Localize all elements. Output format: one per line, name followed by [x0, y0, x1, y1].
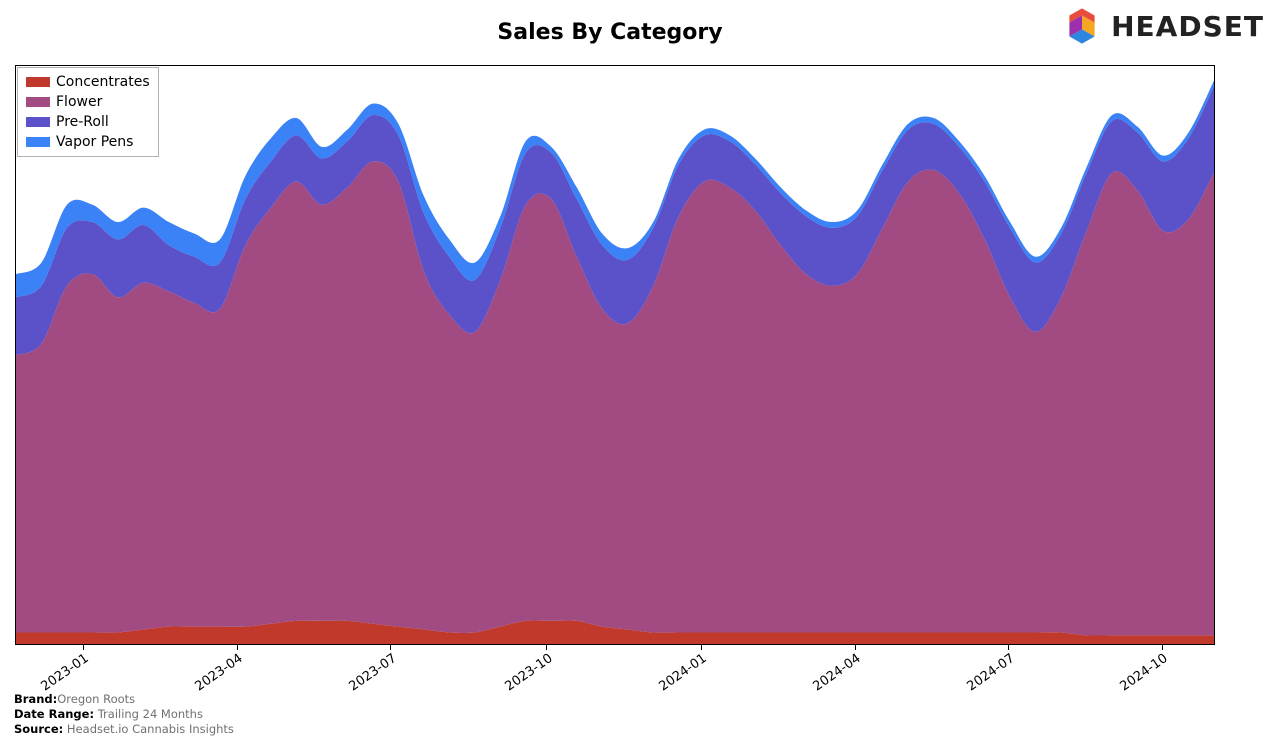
- headset-logo: HEADSET: [1061, 5, 1264, 47]
- meta-source: Source: Headset.io Cannabis Insights: [14, 722, 234, 737]
- logo-text: HEADSET: [1111, 10, 1264, 43]
- meta-source-value: Headset.io Cannabis Insights: [67, 722, 234, 736]
- legend-swatch: [26, 77, 50, 87]
- plot-area: [15, 65, 1215, 645]
- meta-brand-value: Oregon Roots: [57, 692, 135, 706]
- legend-item-flower: Flower: [26, 92, 150, 112]
- x-tick-label: 2024-07: [964, 651, 1017, 694]
- meta-block: Brand:Oregon Roots Date Range: Trailing …: [14, 692, 234, 737]
- x-tick-label: 2023-10: [502, 651, 555, 694]
- legend-label: Vapor Pens: [56, 132, 133, 152]
- legend-item-pre-roll: Pre-Roll: [26, 112, 150, 132]
- x-tick-mark: [390, 644, 391, 650]
- x-tick-mark: [855, 644, 856, 650]
- legend-label: Flower: [56, 92, 102, 112]
- meta-date-label: Date Range:: [14, 707, 94, 721]
- meta-source-label: Source:: [14, 722, 63, 736]
- chart-title: Sales By Category: [0, 20, 1220, 45]
- legend-label: Concentrates: [56, 72, 150, 92]
- x-tick-mark: [701, 644, 702, 650]
- meta-date: Date Range: Trailing 24 Months: [14, 707, 234, 722]
- meta-brand-label: Brand:: [14, 692, 57, 706]
- x-tick-label: 2024-01: [657, 651, 710, 694]
- chart-container: Sales By Category HEADSET ConcentratesFl…: [0, 0, 1276, 743]
- area-chart-svg: [16, 66, 1214, 644]
- legend-item-concentrates: Concentrates: [26, 72, 150, 92]
- legend-swatch: [26, 97, 50, 107]
- x-tick-mark: [1162, 644, 1163, 650]
- legend-label: Pre-Roll: [56, 112, 109, 132]
- legend-swatch: [26, 117, 50, 127]
- meta-brand: Brand:Oregon Roots: [14, 692, 234, 707]
- legend-swatch: [26, 137, 50, 147]
- x-tick-mark: [1008, 644, 1009, 650]
- legend-item-vapor-pens: Vapor Pens: [26, 132, 150, 152]
- x-tick-label: 2024-04: [810, 651, 863, 694]
- x-tick-label: 2023-01: [39, 651, 92, 694]
- legend: ConcentratesFlowerPre-RollVapor Pens: [17, 67, 159, 157]
- x-tick-mark: [83, 644, 84, 650]
- x-tick-label: 2023-07: [346, 651, 399, 694]
- meta-date-value: Trailing 24 Months: [98, 707, 203, 721]
- logo-icon: [1061, 5, 1103, 47]
- x-tick-label: 2023-04: [192, 651, 245, 694]
- area-flower: [16, 161, 1214, 635]
- x-tick-mark: [237, 644, 238, 650]
- x-tick-mark: [546, 644, 547, 650]
- x-tick-label: 2024-10: [1118, 651, 1171, 694]
